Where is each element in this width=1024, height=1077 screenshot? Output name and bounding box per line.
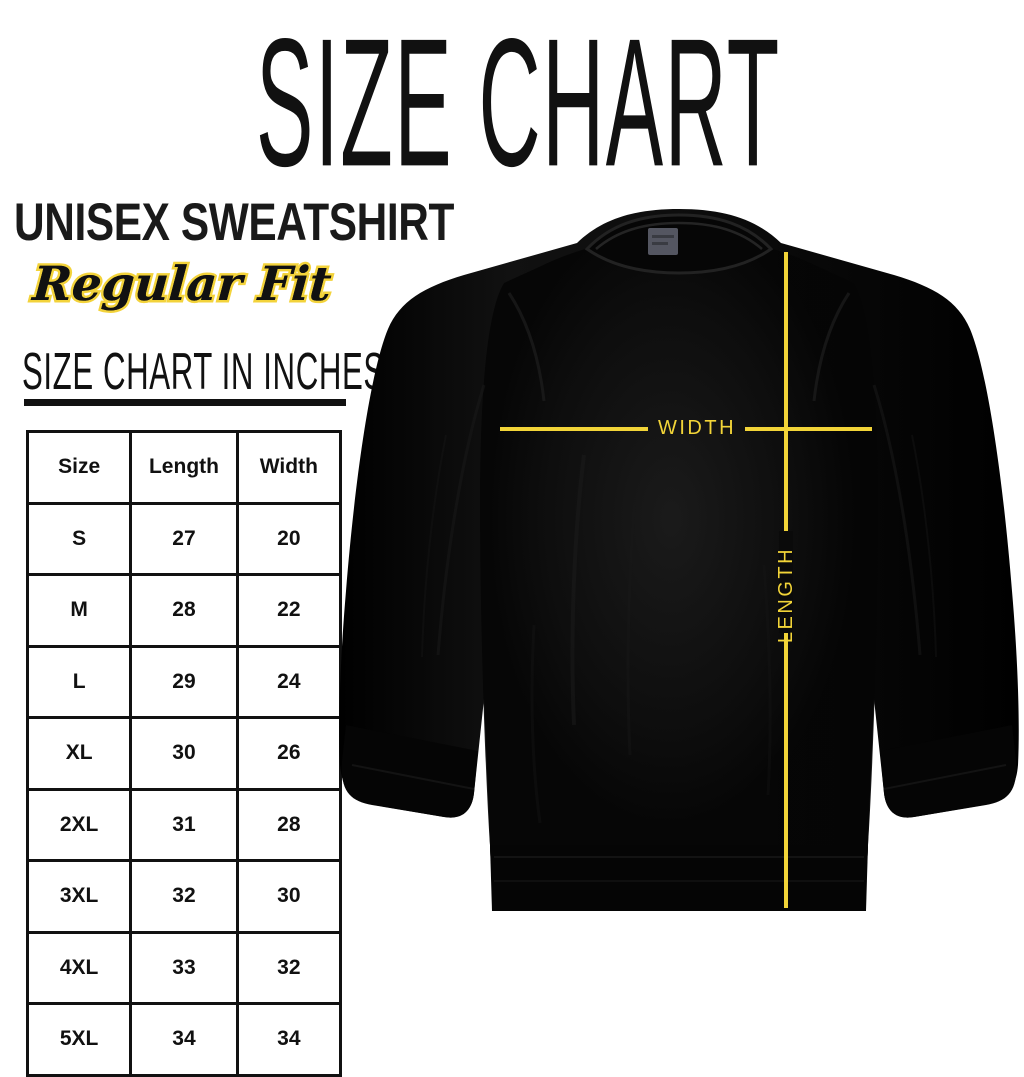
table-row: M 28 22 (25, 573, 343, 648)
cell-width: 24 (235, 644, 343, 719)
column-header-width: Width (235, 430, 343, 505)
column-header-size: Size (25, 430, 133, 505)
cell-width: 32 (235, 930, 343, 1005)
table-row: XL 30 26 (25, 716, 343, 791)
sweatshirt-illustration (334, 205, 1024, 1005)
page-title: SIZE CHART (256, 1, 781, 205)
table-row: 5XL 34 34 (25, 1002, 343, 1077)
cell-length: 29 (129, 644, 239, 719)
cell-width: 20 (235, 501, 343, 576)
cell-length: 32 (129, 859, 239, 934)
cell-length: 27 (129, 501, 239, 576)
size-chart-page: SIZE CHART UNISEX SWEATSHIRT Regular Fit… (14, 1, 1024, 1077)
cell-size: 5XL (25, 1002, 133, 1077)
cell-length: 34 (129, 1002, 239, 1077)
table-heading-underline (24, 399, 346, 406)
cell-size: L (25, 644, 133, 719)
cell-width: 26 (235, 716, 343, 791)
table-header-row: Size Length Width (25, 430, 343, 505)
cell-size: 4XL (25, 930, 133, 1005)
cell-size: XL (25, 716, 133, 791)
table-heading: SIZE CHART IN INCHES (22, 343, 385, 401)
table-row: S 27 20 (25, 501, 343, 576)
cell-width: 30 (235, 859, 343, 934)
cell-size: 3XL (25, 859, 133, 934)
fit-label-text: Regular Fit (30, 257, 334, 312)
fit-label: Regular Fit Regular Fit (22, 255, 342, 315)
cell-width: 22 (235, 573, 343, 648)
size-chart-table: Size Length Width S 27 20 M 28 22 L 29 2… (25, 430, 343, 1077)
cell-size: S (25, 501, 133, 576)
cell-width: 28 (235, 787, 343, 862)
table-row: L 29 24 (25, 644, 343, 719)
cell-size: M (25, 573, 133, 648)
cell-length: 31 (129, 787, 239, 862)
table-row: 4XL 33 32 (25, 930, 343, 1005)
cell-length: 30 (129, 716, 239, 791)
table-row: 2XL 31 28 (25, 787, 343, 862)
cell-width: 34 (235, 1002, 343, 1077)
garment-type-label: UNISEX SWEATSHIRT (14, 193, 454, 252)
cell-length: 33 (129, 930, 239, 1005)
column-header-length: Length (129, 430, 239, 505)
cell-size: 2XL (25, 787, 133, 862)
table-row: 3XL 32 30 (25, 859, 343, 934)
cell-length: 28 (129, 573, 239, 648)
